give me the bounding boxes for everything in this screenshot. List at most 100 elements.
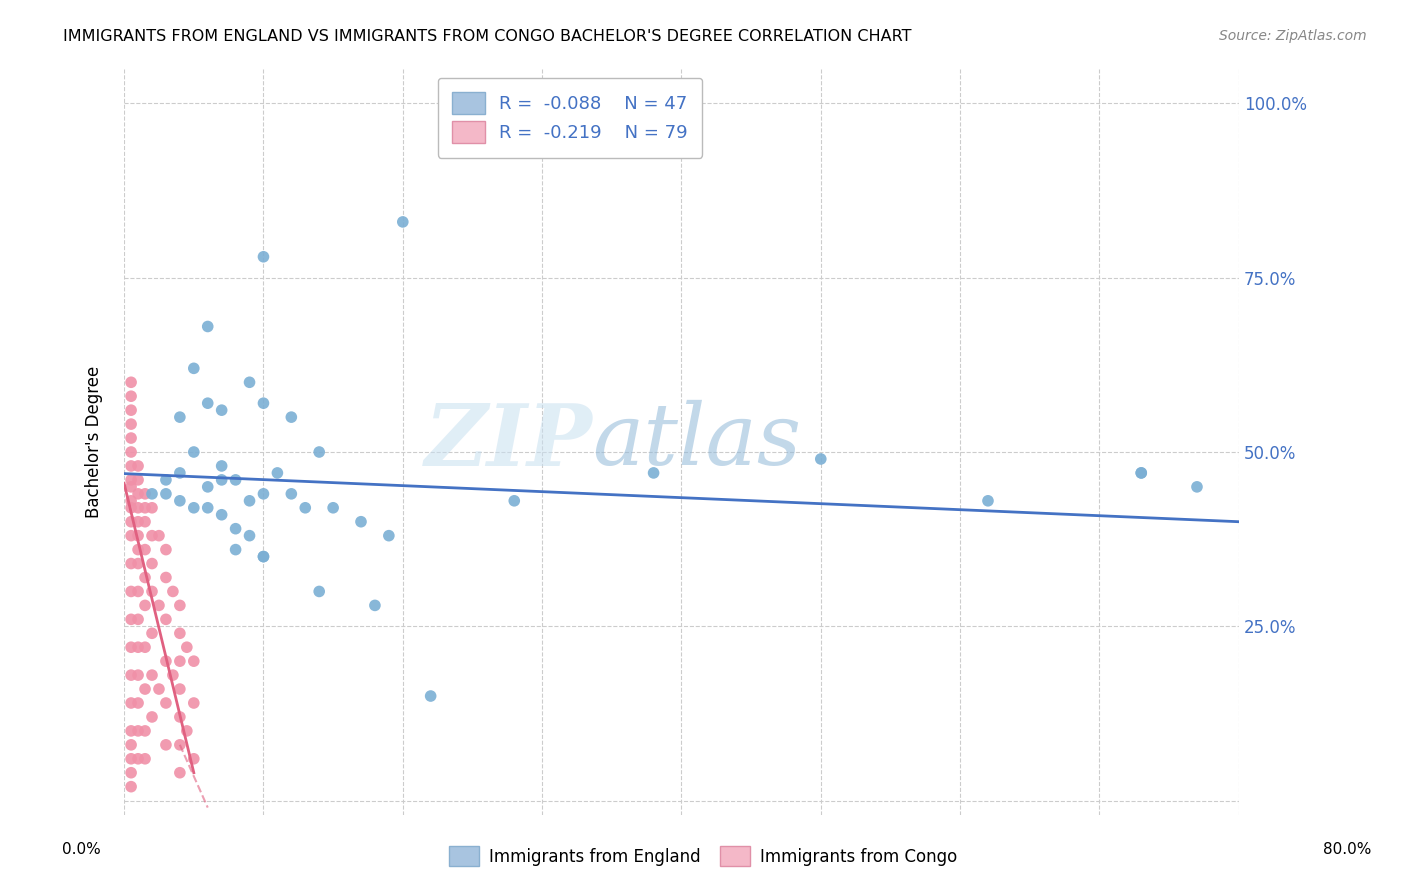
Point: [127, 529, 149, 543]
Point: [120, 723, 142, 738]
Point: [127, 668, 149, 682]
Point: [503, 493, 526, 508]
Point: [127, 487, 149, 501]
Point: [134, 570, 156, 584]
Point: [155, 696, 177, 710]
Point: [120, 458, 142, 473]
Point: [211, 473, 233, 487]
Point: [1185, 480, 1208, 494]
Point: [120, 389, 142, 403]
Point: [252, 549, 274, 564]
Point: [155, 738, 177, 752]
Point: [141, 529, 163, 543]
Point: [120, 493, 142, 508]
Point: [364, 599, 387, 613]
Point: [308, 445, 330, 459]
Point: [183, 445, 205, 459]
Point: [176, 640, 198, 655]
Point: [127, 515, 149, 529]
Point: [308, 584, 330, 599]
Point: [266, 466, 288, 480]
Point: [127, 752, 149, 766]
Point: [155, 473, 177, 487]
Point: [148, 529, 170, 543]
Point: [127, 612, 149, 626]
Point: [127, 473, 149, 487]
Point: [810, 452, 832, 467]
Point: [148, 599, 170, 613]
Point: [148, 681, 170, 696]
Point: [120, 696, 142, 710]
Point: [155, 612, 177, 626]
Point: [134, 640, 156, 655]
Point: [120, 445, 142, 459]
Point: [120, 668, 142, 682]
Point: [183, 654, 205, 668]
Point: [169, 466, 191, 480]
Point: [120, 557, 142, 571]
Point: [127, 723, 149, 738]
Text: ZIP: ZIP: [425, 400, 592, 483]
Point: [134, 723, 156, 738]
Point: [134, 515, 156, 529]
Point: [120, 473, 142, 487]
Point: [225, 473, 247, 487]
Point: [127, 557, 149, 571]
Point: [120, 515, 142, 529]
Point: [120, 376, 142, 390]
Point: [127, 640, 149, 655]
Point: [141, 557, 163, 571]
Point: [350, 515, 373, 529]
Point: [252, 396, 274, 410]
Point: [162, 584, 184, 599]
Point: [120, 612, 142, 626]
Point: [141, 626, 163, 640]
Point: [183, 361, 205, 376]
Point: [127, 542, 149, 557]
Point: [643, 466, 665, 480]
Point: [127, 458, 149, 473]
Point: [211, 403, 233, 417]
Point: [120, 431, 142, 445]
Point: [169, 765, 191, 780]
Point: [169, 681, 191, 696]
Point: [1130, 466, 1153, 480]
Point: [238, 493, 260, 508]
Point: [211, 458, 233, 473]
Point: [378, 529, 401, 543]
Point: [176, 723, 198, 738]
Point: [252, 250, 274, 264]
Text: 80.0%: 80.0%: [1323, 842, 1371, 856]
Point: [127, 500, 149, 515]
Point: [252, 549, 274, 564]
Point: [169, 710, 191, 724]
Point: [155, 542, 177, 557]
Point: [134, 599, 156, 613]
Point: [120, 738, 142, 752]
Point: [183, 500, 205, 515]
Point: [141, 487, 163, 501]
Point: [120, 640, 142, 655]
Point: [134, 487, 156, 501]
Point: [322, 500, 344, 515]
Point: [127, 584, 149, 599]
Point: [120, 403, 142, 417]
Point: [155, 654, 177, 668]
Point: [134, 500, 156, 515]
Legend: Immigrants from England, Immigrants from Congo: Immigrants from England, Immigrants from…: [441, 839, 965, 873]
Point: [419, 689, 441, 703]
Point: [391, 215, 413, 229]
Point: [225, 542, 247, 557]
Point: [169, 599, 191, 613]
Point: [280, 410, 302, 425]
Point: [120, 765, 142, 780]
Point: [183, 752, 205, 766]
Point: [294, 500, 316, 515]
Point: [197, 319, 219, 334]
Point: [120, 780, 142, 794]
Point: [155, 570, 177, 584]
Point: [169, 410, 191, 425]
Text: Source: ZipAtlas.com: Source: ZipAtlas.com: [1219, 29, 1367, 43]
Text: 0.0%: 0.0%: [62, 842, 101, 856]
Point: [162, 668, 184, 682]
